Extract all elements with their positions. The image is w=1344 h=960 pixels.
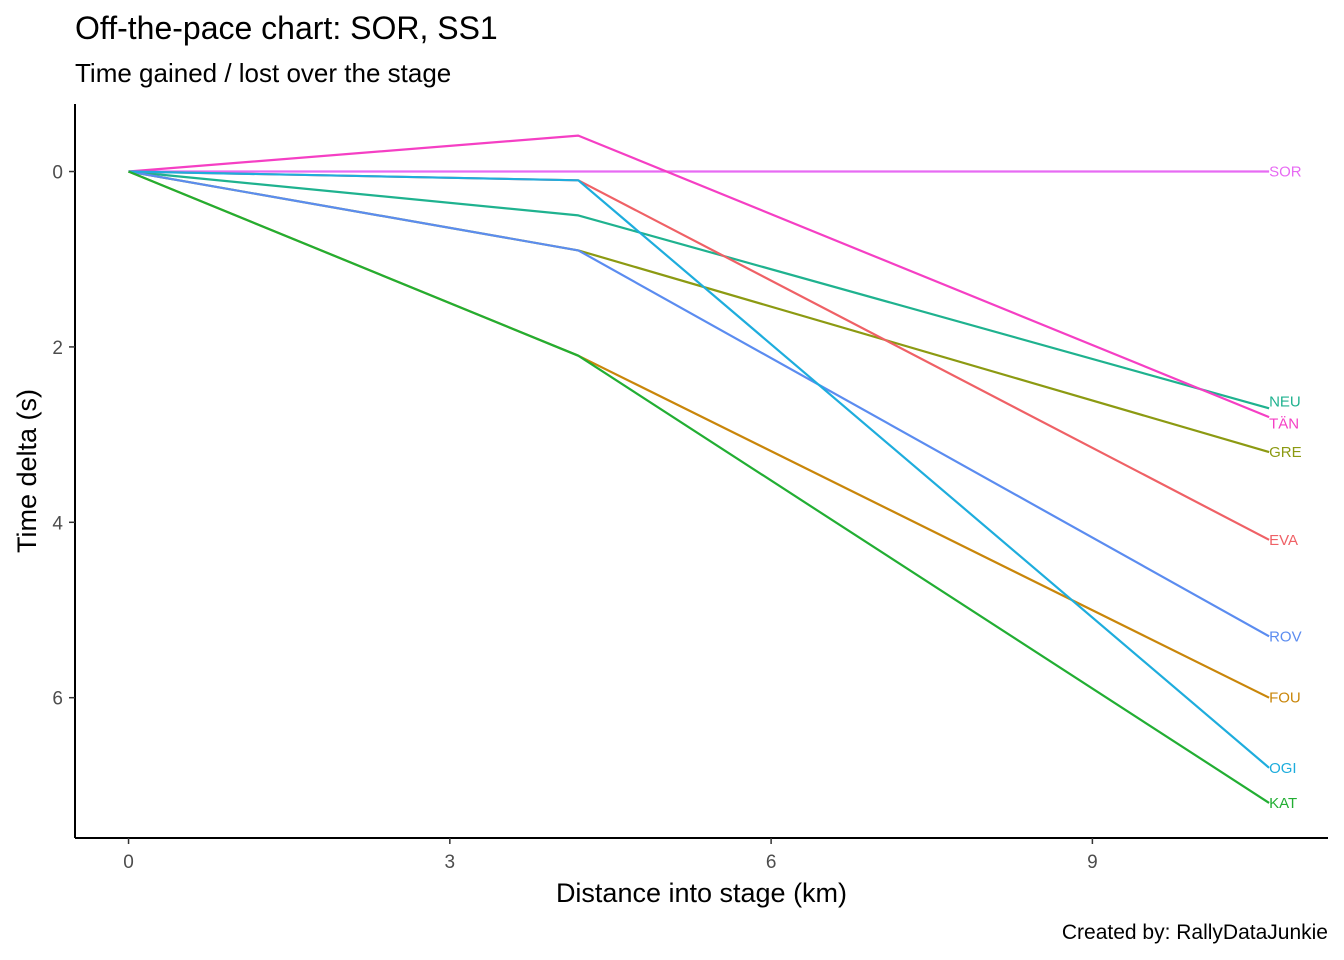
end-label-fou: FOU [1269, 690, 1301, 707]
x-axis-title: Distance into stage (km) [556, 878, 847, 908]
end-label-gre: GRE [1269, 444, 1302, 461]
x-tick-label: 6 [766, 852, 777, 873]
y-tick-label: 4 [52, 513, 63, 534]
x-tick-label: 3 [445, 852, 456, 873]
end-label-ogi: OGI [1269, 760, 1297, 777]
series-line-tän [128, 134, 1270, 419]
chart-title: Off-the-pace chart: SOR, SS1 [75, 10, 498, 46]
series-line-ogi [128, 170, 1270, 769]
series-line-eva [128, 170, 1270, 541]
end-label-neu: NEU [1269, 394, 1301, 411]
series-line-kat [128, 170, 1270, 804]
y-tick-label: 6 [52, 689, 63, 710]
end-label-tän: TÄN [1269, 416, 1299, 433]
x-tick-label: 0 [123, 852, 134, 873]
y-axis-title: Time delta (s) [12, 389, 42, 553]
y-tick-label: 2 [52, 338, 63, 359]
series-layer [128, 134, 1270, 804]
chart-caption: Created by: RallyDataJunkie [1061, 921, 1328, 944]
end-label-kat: KAT [1269, 795, 1297, 812]
label-layer: SOR NEU TÄN GRE EVA ROV FOU OGI KAT [1269, 164, 1302, 812]
end-label-sor: SOR [1269, 164, 1302, 181]
chart-subtitle: Time gained / lost over the stage [75, 58, 452, 88]
x-tick-label: 9 [1087, 852, 1098, 873]
axes-layer: 0 2 4 6 0 3 6 9 Distance into stage (km) Time del… [12, 104, 1328, 908]
end-label-eva: EVA [1269, 532, 1298, 549]
series-line-neu [128, 170, 1270, 410]
y-tick-label: 0 [52, 163, 63, 184]
end-label-rov: ROV [1269, 628, 1302, 645]
series-line-rov [128, 170, 1270, 638]
series-line-gre [128, 170, 1270, 454]
